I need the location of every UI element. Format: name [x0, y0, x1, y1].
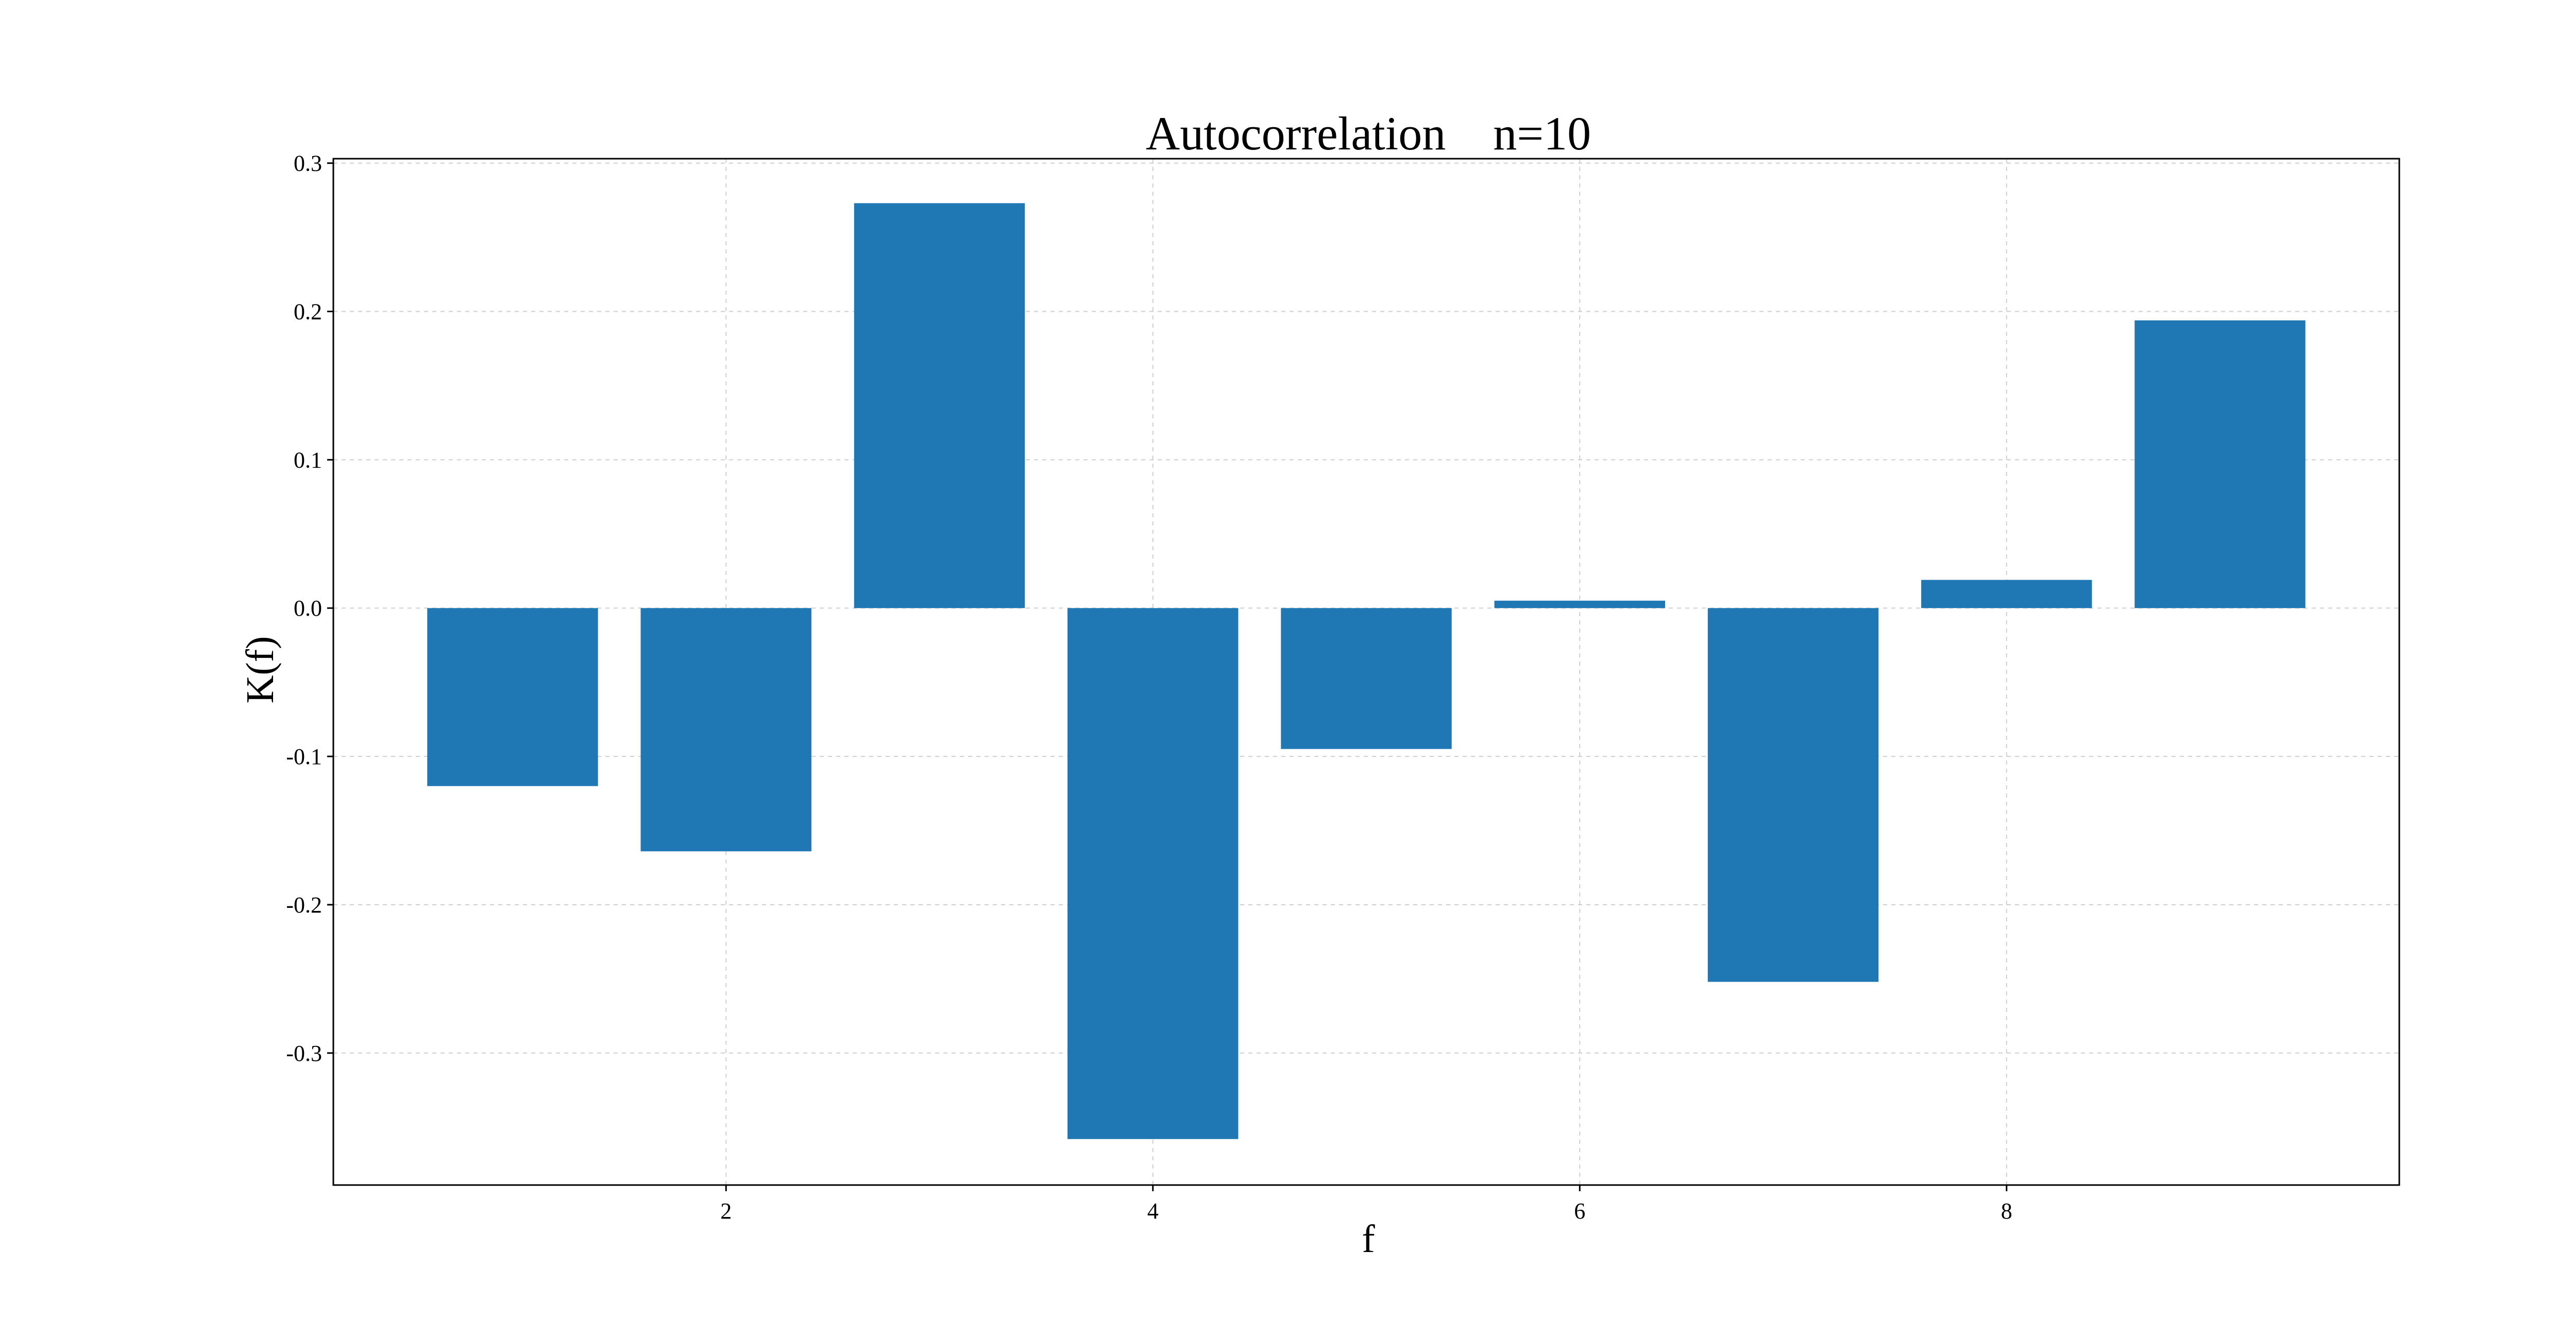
plot-frame — [332, 158, 2400, 1186]
bar — [1707, 608, 1879, 982]
bars — [427, 203, 2306, 1139]
y-tick-label: 0.3 — [294, 151, 322, 176]
y-tick-label: -0.1 — [286, 744, 322, 769]
y-tick-label: 0.1 — [294, 447, 322, 472]
bar — [2134, 320, 2306, 608]
y-tick-label: 0.0 — [294, 596, 322, 621]
x-axis-label: f — [1362, 1217, 1375, 1261]
x-tick-label: 6 — [1574, 1198, 1585, 1224]
y-axis-label: K(f) — [239, 636, 282, 704]
bar — [427, 608, 598, 786]
y-tick-label: 0.2 — [294, 299, 322, 324]
bar — [1494, 600, 1665, 608]
bar — [1921, 580, 2092, 608]
bar — [640, 608, 811, 852]
x-axis: 2 4 6 8 — [720, 1185, 2012, 1224]
bar — [1281, 608, 1452, 749]
x-tick-label: 4 — [1147, 1198, 1159, 1224]
y-tick-label: -0.2 — [286, 892, 322, 918]
y-tick-label: -0.3 — [286, 1041, 322, 1066]
x-tick-label: 8 — [2001, 1198, 2012, 1224]
bar — [1067, 608, 1239, 1139]
y-axis: -0.3 -0.2 -0.1 0.0 0.1 0.2 0.3 — [286, 151, 333, 1066]
bar — [854, 203, 1025, 608]
x-tick-label: 2 — [720, 1198, 732, 1224]
chart-title: Autocorrelation n=10 — [1146, 107, 1591, 160]
